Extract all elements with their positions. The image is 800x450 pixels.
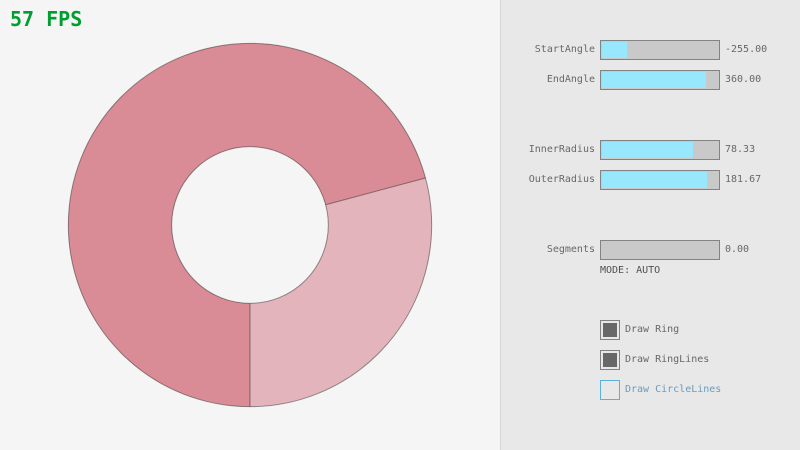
ring-radial-line [325,177,426,206]
slider-innerradius-label: InnerRadius [528,144,595,155]
checkbox-draw-ring[interactable]: Draw Ring [600,320,800,340]
check-mark-icon [603,353,617,367]
ring-inner-line [171,146,329,304]
slider-segments-track[interactable] [600,240,720,260]
check-mark-icon [603,383,617,397]
checkbox-draw-ringlines-box[interactable] [600,350,620,370]
slider-row-startangle: StartAngle -255.00 [500,40,800,60]
slider-startangle-value: -255.00 [725,44,768,55]
slider-row-outerradius: OuterRadius 181.67 [500,170,800,190]
slider-endangle-fill [602,72,707,88]
slider-startangle-label: StartAngle [534,44,595,55]
slider-outerradius-fill [602,172,708,188]
checkbox-draw-circlelines-box[interactable] [600,380,620,400]
slider-outerradius-label: OuterRadius [528,174,595,185]
ring-sector-single-pass [250,177,432,407]
slider-row-endangle: EndAngle 360.00 [500,70,800,90]
checkbox-draw-ring-box[interactable] [600,320,620,340]
slider-endangle-value: 360.00 [725,74,762,85]
slider-outerradius-track[interactable] [600,170,720,190]
slider-startangle-fill [602,42,628,58]
slider-innerradius-fill [602,142,693,158]
ring-sector-double-pass [68,43,426,407]
slider-segments-value: 0.00 [725,244,750,255]
slider-segments-label: Segments [546,244,595,255]
checkbox-draw-ringlines[interactable]: Draw RingLines [600,350,800,370]
slider-outerradius-value: 181.67 [725,174,762,185]
checkbox-draw-circlelines[interactable]: Draw CircleLines [600,380,800,400]
check-mark-icon [603,323,617,337]
checkbox-draw-ringlines-label: Draw RingLines [625,354,710,365]
slider-row-innerradius: InnerRadius 78.33 [500,140,800,160]
slider-startangle-track[interactable] [600,40,720,60]
slider-endangle-label: EndAngle [546,74,595,85]
slider-row-segments: Segments 0.00 [500,240,800,260]
slider-endangle-track[interactable] [600,70,720,90]
slider-innerradius-track[interactable] [600,140,720,160]
fps-counter: 57 FPS [10,7,83,31]
checkbox-draw-ring-label: Draw Ring [625,324,680,335]
checkbox-draw-circlelines-label: Draw CircleLines [625,384,722,395]
segments-mode-label: MODE: AUTO [600,265,661,276]
ring-outer-line [67,42,433,408]
slider-innerradius-value: 78.33 [725,144,756,155]
